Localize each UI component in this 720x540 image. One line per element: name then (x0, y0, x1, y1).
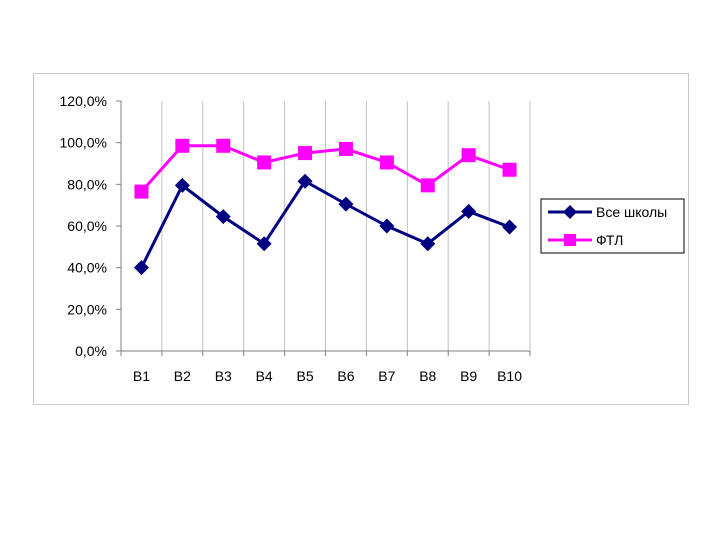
x-tick-label: B3 (215, 368, 232, 384)
data-point-marker (298, 146, 313, 161)
x-tick-label: B1 (133, 368, 150, 384)
data-point-marker (134, 184, 149, 199)
x-tick-label: B5 (296, 368, 313, 384)
data-point-marker (379, 155, 394, 170)
y-tick-label: 120,0% (60, 93, 107, 109)
x-tick-label: B9 (460, 368, 477, 384)
legend-marker-vse-shkoly (563, 205, 577, 219)
x-tick-label: B7 (378, 368, 395, 384)
data-point-marker (420, 178, 435, 193)
data-point-marker (338, 196, 354, 212)
legend-marker-ftl (564, 234, 576, 246)
series-line-1 (140, 144, 511, 193)
x-tick-label: B4 (256, 368, 273, 384)
data-point-marker (502, 162, 517, 177)
legend-label-ftl: ФТЛ (596, 232, 623, 248)
data-point-marker (297, 173, 313, 189)
data-point-marker (502, 219, 518, 235)
legend: Все школы ФТЛ (540, 198, 685, 254)
data-point-marker (257, 155, 272, 170)
x-tick-label: B2 (174, 368, 191, 384)
y-tick-label: 0,0% (75, 343, 107, 359)
y-tick-label: 60,0% (67, 218, 107, 234)
y-tick-label: 100,0% (60, 135, 107, 151)
data-point-marker (174, 177, 190, 193)
y-tick-label: 40,0% (67, 260, 107, 276)
x-tick-label: B6 (337, 368, 354, 384)
gridlines (161, 101, 531, 351)
data-point-marker (338, 141, 353, 156)
data-point-marker (133, 260, 149, 276)
x-tick-label: B8 (419, 368, 436, 384)
data-point-marker (216, 138, 231, 153)
series-line-0 (140, 179, 511, 269)
data-point-marker (461, 203, 477, 219)
x-tick-label: B10 (497, 368, 522, 384)
data-point-marker (215, 209, 231, 225)
x-tick-labels: B1 B2 B3 B4 B5 B6 B7 B8 B9 B10 (133, 368, 522, 384)
y-tick-label: 80,0% (67, 176, 107, 192)
data-point-marker (175, 138, 190, 153)
legend-label-vse-shkoly: Все школы (596, 204, 667, 220)
data-point-marker (420, 236, 436, 252)
axes (116, 100, 531, 356)
data-point-marker (461, 148, 476, 163)
series-lines (133, 138, 518, 276)
y-tick-labels: 0,0% 20,0% 40,0% 60,0% 80,0% 100,0% 120,0% (60, 93, 107, 359)
data-point-marker (379, 218, 395, 234)
data-point-marker (256, 236, 272, 252)
y-tick-label: 20,0% (67, 301, 107, 317)
